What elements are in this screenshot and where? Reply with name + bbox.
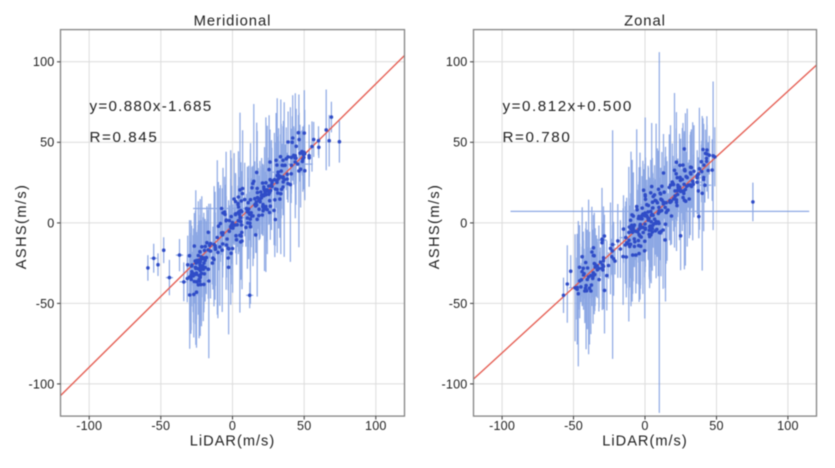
svg-text:50: 50 [709, 419, 723, 433]
svg-text:-100: -100 [76, 419, 102, 433]
svg-text:-50: -50 [36, 297, 55, 311]
svg-text:R=0.780: R=0.780 [503, 129, 572, 146]
svg-text:-50: -50 [449, 297, 468, 311]
svg-text:Meridional: Meridional [194, 14, 272, 30]
svg-text:LiDAR(m/s): LiDAR(m/s) [602, 433, 687, 449]
svg-text:0: 0 [641, 419, 648, 433]
svg-text:50: 50 [453, 136, 467, 150]
svg-text:-100: -100 [28, 377, 54, 391]
svg-text:100: 100 [446, 55, 468, 69]
svg-text:50: 50 [40, 136, 54, 150]
svg-text:-50: -50 [151, 419, 170, 433]
svg-text:100: 100 [33, 55, 55, 69]
svg-text:0: 0 [229, 419, 236, 433]
svg-text:0: 0 [460, 216, 467, 230]
svg-text:-100: -100 [441, 377, 467, 391]
svg-text:R=0.845: R=0.845 [90, 129, 159, 146]
svg-text:-100: -100 [489, 419, 515, 433]
svg-text:-50: -50 [564, 419, 583, 433]
svg-text:100: 100 [777, 419, 799, 433]
svg-text:ASHS(m/s): ASHS(m/s) [14, 184, 30, 270]
svg-text:50: 50 [297, 419, 311, 433]
svg-text:LiDAR(m/s): LiDAR(m/s) [190, 433, 275, 449]
svg-text:0: 0 [47, 216, 54, 230]
svg-text:ASHS(m/s): ASHS(m/s) [427, 184, 443, 270]
svg-text:Zonal: Zonal [624, 14, 666, 30]
svg-text:y=0.880x-1.685: y=0.880x-1.685 [90, 98, 213, 115]
svg-text:y=0.812x+0.500: y=0.812x+0.500 [503, 98, 633, 115]
svg-text:100: 100 [365, 419, 387, 433]
